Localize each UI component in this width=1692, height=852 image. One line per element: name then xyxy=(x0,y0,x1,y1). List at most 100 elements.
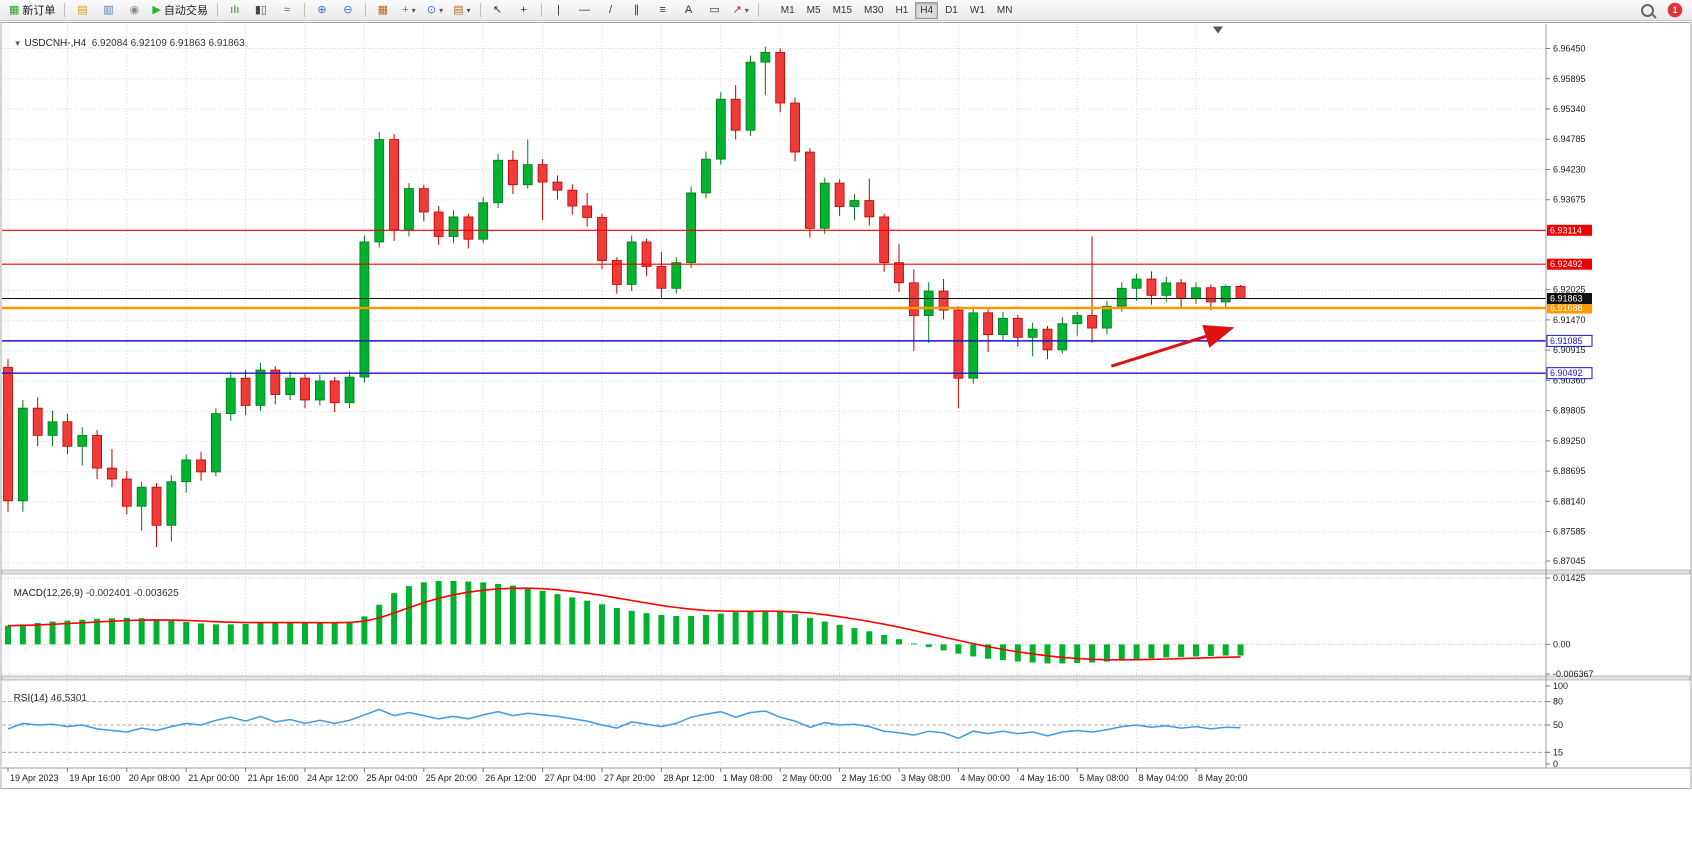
arrow-object-icon: ↗ xyxy=(732,3,742,16)
rsi-value: 46.5301 xyxy=(50,693,87,704)
chart-header: ▼ USDCNH-,H4 6.92084 6.92109 6.91863 6.91… xyxy=(8,27,245,49)
macd-panel-divider[interactable] xyxy=(1,569,1691,575)
svg-text:2 May 16:00: 2 May 16:00 xyxy=(842,773,892,783)
timeframe-m15-button[interactable]: M15 xyxy=(832,4,853,16)
arrows-button[interactable]: ↗ ▾ xyxy=(729,1,753,20)
svg-text:15: 15 xyxy=(1553,747,1563,757)
chevron-down-icon: ▾ xyxy=(439,5,444,15)
rsi-header: RSI(14) 46.5301 xyxy=(8,682,87,704)
timeframe-mn-button[interactable]: MN xyxy=(996,4,1013,16)
toolbar-group-timeframes: M1 M5 M15 M30 H1 H4 D1 W1 MN xyxy=(775,1,1019,19)
toolbar-group-trade: ▦ 新订单 xyxy=(4,1,60,20)
rsi-panel-divider[interactable] xyxy=(1,675,1691,681)
search-button[interactable] xyxy=(1635,1,1659,20)
trendline-button[interactable]: / xyxy=(599,1,623,20)
svg-text:25 Apr 04:00: 25 Apr 04:00 xyxy=(366,773,417,783)
label-icon: ▭ xyxy=(709,3,720,16)
svg-text:6.87585: 6.87585 xyxy=(1553,527,1586,537)
svg-text:26 Apr 12:00: 26 Apr 12:00 xyxy=(485,773,536,783)
rsi-name: RSI(14) xyxy=(13,693,49,704)
new-order-button[interactable]: ▦ 新订单 xyxy=(5,1,59,20)
market-watch-button[interactable]: ▤ xyxy=(70,1,94,20)
templates-button[interactable]: ▤ ▾ xyxy=(449,1,474,20)
toolbar-separator xyxy=(479,3,481,17)
vertical-line-button[interactable]: | xyxy=(547,1,571,20)
bar-chart-button[interactable]: ıIı xyxy=(223,1,247,20)
svg-text:0: 0 xyxy=(1553,759,1558,769)
new-order-button-label: 新订单 xyxy=(22,5,56,17)
svg-text:6.88695: 6.88695 xyxy=(1553,466,1586,476)
panel-frame xyxy=(0,22,1692,789)
cursor-button[interactable]: ↖ xyxy=(486,1,510,20)
timeframe-m1-button[interactable]: M1 xyxy=(780,4,795,16)
clock-icon: ⊙ xyxy=(426,3,437,16)
svg-text:8 May 04:00: 8 May 04:00 xyxy=(1139,773,1189,783)
fibonacci-button[interactable]: ≡ xyxy=(651,1,675,20)
main-toolbar: ▦ 新订单 ▤ ▥ ◉ ▶ 自动交易 ıIı ▮▯ ≈ ⊕ ⊖ ▦ + ▾ ⊙ ▾ ▤ ▾ ↖ + | — / ∥ ≡ A ▭ ↗ ▾ M1… xyxy=(0,0,1692,21)
text-button[interactable]: A xyxy=(677,1,701,20)
macd-header: MACD(12,26,9) -0.002401 -0.003625 xyxy=(8,577,179,599)
chevron-down-icon: ▾ xyxy=(411,5,416,15)
svg-text:20 Apr 08:00: 20 Apr 08:00 xyxy=(129,773,180,783)
zoom-in-button[interactable]: ⊕ xyxy=(310,1,334,20)
indicators-plus-icon: + xyxy=(402,3,409,16)
macd-values: -0.002401 -0.003625 xyxy=(85,588,179,599)
line-chart-button[interactable]: ≈ xyxy=(275,1,299,20)
chevron-down-icon: ▾ xyxy=(466,5,471,15)
cursor-arrow-icon: ↖ xyxy=(492,3,503,16)
toolbar-group-cursor: ↖ + xyxy=(485,1,537,20)
fibonacci-icon: ≡ xyxy=(659,3,666,16)
svg-text:0.00: 0.00 xyxy=(1553,639,1571,649)
svg-text:6.88140: 6.88140 xyxy=(1553,496,1586,506)
svg-text:6.94230: 6.94230 xyxy=(1553,164,1586,174)
timeframe-h4-button[interactable]: H4 xyxy=(915,1,939,19)
autotrading-button[interactable]: ▶ 自动交易 xyxy=(148,1,211,20)
svg-text:6.91863: 6.91863 xyxy=(1550,293,1583,303)
timeframe-h1-button[interactable]: H1 xyxy=(895,4,909,16)
notification-badge[interactable]: 1 xyxy=(1668,3,1682,17)
svg-text:6.93114: 6.93114 xyxy=(1550,225,1582,235)
channel-button[interactable]: ∥ xyxy=(625,1,649,20)
chart-symbol-period: USDCNH-,H4 xyxy=(24,38,87,49)
toolbar-separator xyxy=(216,3,218,17)
arrow-annotation[interactable] xyxy=(1110,324,1235,368)
market-watch-icon: ▤ xyxy=(77,3,88,16)
data-window-button[interactable]: ▥ xyxy=(96,1,120,20)
zoom-out-button[interactable]: ⊖ xyxy=(336,1,360,20)
crosshair-button[interactable]: + xyxy=(512,1,536,20)
collapse-icon[interactable]: ▼ xyxy=(13,39,22,48)
svg-text:6.96450: 6.96450 xyxy=(1553,44,1586,54)
horizontal-line-button[interactable]: — xyxy=(573,1,597,20)
toolbar-separator xyxy=(303,3,305,17)
svg-text:8 May 20:00: 8 May 20:00 xyxy=(1198,773,1248,783)
svg-text:6.89805: 6.89805 xyxy=(1553,406,1586,416)
timeframe-d1-button[interactable]: D1 xyxy=(945,4,958,16)
svg-text:21 Apr 00:00: 21 Apr 00:00 xyxy=(188,773,239,783)
candlestick-chart-button[interactable]: ▮▯ xyxy=(249,1,273,20)
svg-text:6.89250: 6.89250 xyxy=(1553,436,1586,446)
toolbar-separator xyxy=(757,3,759,17)
svg-text:6.95895: 6.95895 xyxy=(1553,74,1586,84)
rsi-layer xyxy=(7,708,1241,740)
svg-text:21 Apr 16:00: 21 Apr 16:00 xyxy=(248,773,299,783)
timeframe-w1-button[interactable]: W1 xyxy=(969,4,985,16)
svg-text:100: 100 xyxy=(1553,681,1568,691)
price-axis: 6.96450 6.95895 6.95340 6.94785 6.94230 6.936… xyxy=(1546,44,1594,769)
indicators-button[interactable]: + ▾ xyxy=(397,1,421,20)
svg-text:6.91085: 6.91085 xyxy=(1550,336,1583,346)
svg-text:6.87045: 6.87045 xyxy=(1553,556,1586,566)
text-label-button[interactable]: ▭ xyxy=(703,1,727,20)
toolbar-group-zoom: ⊕ ⊖ xyxy=(309,1,361,20)
autotrading-play-icon: ▶ xyxy=(152,3,161,16)
zoom-in-icon: ⊕ xyxy=(317,3,327,16)
navigator-button[interactable]: ◉ xyxy=(122,1,146,20)
timeframe-m30-button[interactable]: M30 xyxy=(864,4,884,16)
line-chart-icon: ≈ xyxy=(283,3,290,16)
periods-button[interactable]: ⊙ ▾ xyxy=(423,1,447,20)
timeframe-m5-button[interactable]: M5 xyxy=(806,4,821,16)
svg-text:-0.006367: -0.006367 xyxy=(1553,669,1594,679)
tile-windows-button[interactable]: ▦ xyxy=(371,1,395,20)
svg-text:6.92025: 6.92025 xyxy=(1553,285,1586,295)
svg-text:25 Apr 20:00: 25 Apr 20:00 xyxy=(426,773,477,783)
